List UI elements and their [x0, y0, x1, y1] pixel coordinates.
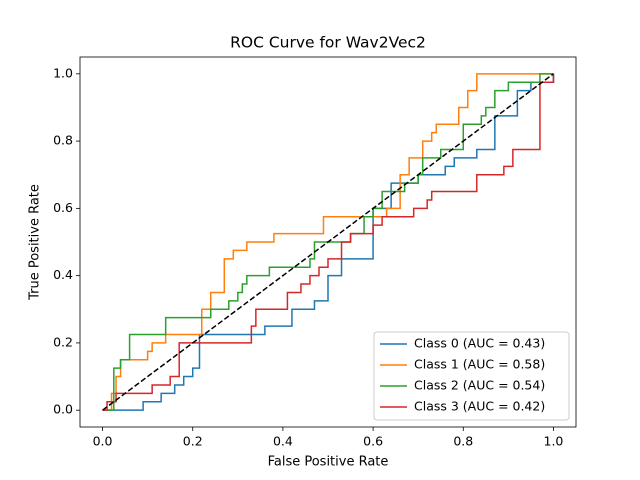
y-axis-label: True Positive Rate — [28, 184, 43, 301]
x-tick-label: 0.0 — [93, 434, 113, 449]
x-tick-label: 0.2 — [183, 434, 203, 449]
x-tick-label: 0.8 — [453, 434, 473, 449]
x-tick-label: 1.0 — [544, 434, 564, 449]
legend-label: Class 3 (AUC = 0.42) — [414, 399, 545, 414]
y-tick-label: 0.4 — [53, 267, 73, 282]
roc-line — [102, 73, 554, 411]
y-tick-label: 0.2 — [53, 334, 73, 349]
y-tick-label: 0.6 — [53, 200, 73, 215]
legend-label: Class 0 (AUC = 0.43) — [414, 336, 545, 351]
x-axis-label: False Positive Rate — [268, 455, 389, 470]
y-tick-label: 1.0 — [53, 65, 73, 80]
x-tick-label: 0.4 — [273, 434, 293, 449]
legend-box — [373, 331, 570, 421]
legend-label: Class 1 (AUC = 0.58) — [414, 357, 545, 372]
chart-title: ROC Curve for Wav2Vec2 — [230, 34, 426, 52]
diagonal-line — [102, 73, 554, 411]
x-tick-label: 0.6 — [363, 434, 383, 449]
roc-line — [102, 73, 555, 411]
plot-frame — [79, 56, 577, 428]
roc-line — [102, 73, 555, 411]
y-tick-label: 0.8 — [53, 133, 73, 148]
legend-label: Class 2 (AUC = 0.54) — [414, 378, 545, 393]
y-tick-label: 0.0 — [53, 402, 73, 417]
